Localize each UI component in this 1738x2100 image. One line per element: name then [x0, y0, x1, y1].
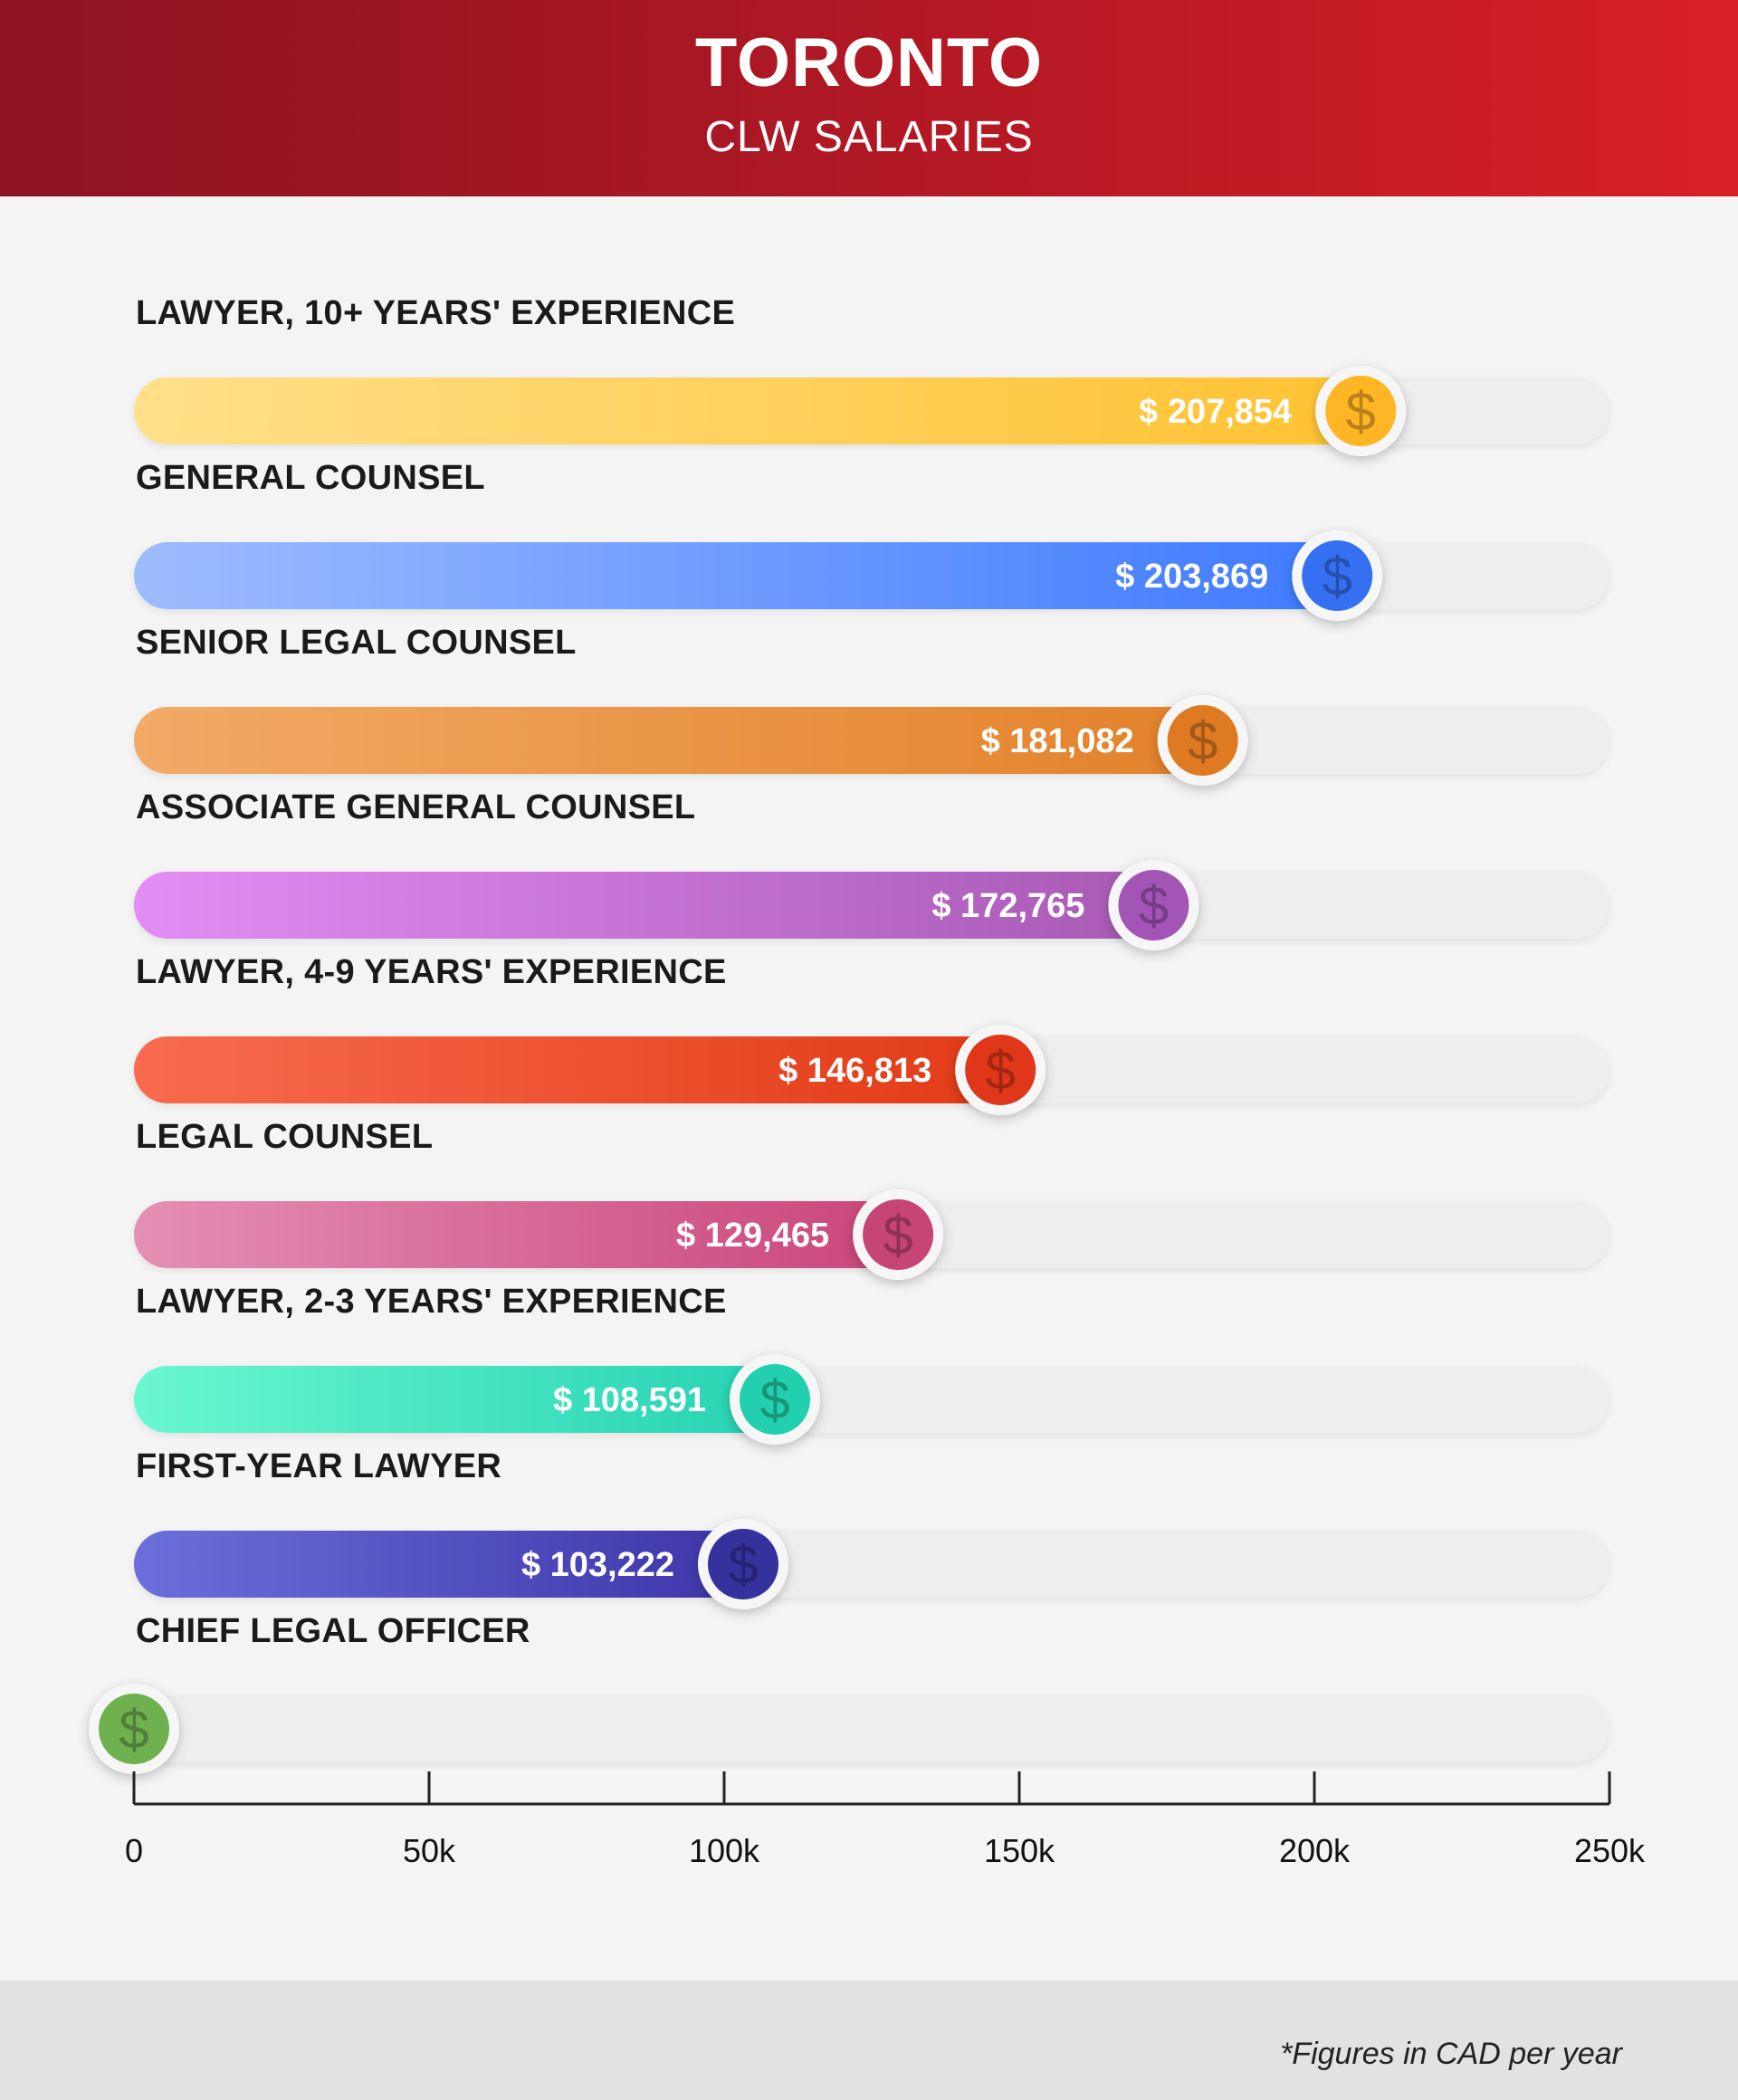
bar [134, 1036, 1001, 1103]
chart-subtitle: CLW SALARIES [704, 113, 1034, 161]
dollar-icon: $ [89, 1684, 179, 1774]
bar [134, 707, 1203, 774]
bar [134, 542, 1338, 609]
x-tick-label: 50k [403, 1832, 456, 1869]
salary-bar-chart: $ 207,854 $ $ 203,869 $ $ 181,082 $ $ 172,765 $… [0, 196, 1738, 1980]
value-label: $ 108,591 [553, 1381, 706, 1419]
dollar-icon-glyph: $ [1139, 875, 1169, 936]
value-label: $ 207,854 [1139, 393, 1292, 431]
bar [134, 1531, 744, 1598]
category-label: LAWYER, 10+ YEARS' EXPERIENCE [136, 294, 736, 332]
x-tick-label: 0 [125, 1832, 143, 1869]
dollar-icon-disc [965, 1035, 1036, 1105]
category-label: LAWYER, 4-9 YEARS' EXPERIENCE [136, 953, 727, 991]
dollar-icon-glyph: $ [728, 1534, 758, 1595]
category-label: LAWYER, 2-3 YEARS' EXPERIENCE [136, 1283, 727, 1321]
dollar-icon: $ [1108, 860, 1199, 950]
category-label: SENIOR LEGAL COUNSEL [136, 624, 577, 662]
dollar-icon-disc [99, 1694, 169, 1764]
dollar-icon-glyph: $ [1323, 546, 1352, 606]
category-label: GENERAL COUNSEL [136, 459, 485, 497]
x-tick-label: 100k [689, 1832, 760, 1869]
value-label: $ 181,082 [981, 722, 1134, 760]
category-label: ASSOCIATE GENERAL COUNSEL [136, 788, 696, 826]
footer: *Figures in CAD per year [0, 1981, 1738, 2100]
dollar-icon-glyph: $ [759, 1370, 789, 1430]
bar [134, 1201, 899, 1268]
dollar-icon: $ [1315, 366, 1407, 456]
x-tick-label: 250k [1574, 1832, 1646, 1869]
bar [134, 377, 1361, 444]
header: TORONTO CLW SALARIES [0, 0, 1738, 196]
x-tick-label: 200k [1279, 1832, 1351, 1869]
bar [134, 872, 1154, 939]
dollar-icon-glyph: $ [883, 1205, 912, 1265]
dollar-icon-disc [1118, 870, 1189, 940]
dollar-icon: $ [955, 1025, 1046, 1115]
dollar-icon: $ [698, 1519, 789, 1609]
value-label: $ 172,765 [931, 887, 1084, 925]
dollar-icon-glyph: $ [1346, 381, 1376, 442]
bar [134, 1366, 776, 1433]
category-label: FIRST-YEAR LAWYER [136, 1447, 502, 1485]
category-label: LEGAL COUNSEL [136, 1118, 434, 1156]
value-label: $ 103,222 [521, 1546, 674, 1584]
value-label: $ 146,813 [778, 1052, 931, 1090]
bar-track [134, 1695, 1609, 1762]
dollar-icon-disc [863, 1199, 934, 1270]
dollar-icon-disc [1325, 376, 1397, 446]
value-label: $ 203,869 [1115, 558, 1268, 596]
chart-canvas: $ 207,854 $ $ 203,869 $ $ 181,082 $ $ 172,765 $… [89, 366, 1646, 1869]
dollar-icon-disc [1302, 540, 1373, 611]
dollar-icon-glyph: $ [119, 1699, 148, 1760]
dollar-icon-glyph: $ [986, 1040, 1016, 1101]
dollar-icon-disc [708, 1529, 779, 1599]
dollar-icon: $ [1157, 695, 1248, 786]
value-label: $ 129,465 [676, 1217, 829, 1255]
dollar-icon: $ [853, 1189, 944, 1280]
dollar-icon-disc [740, 1364, 811, 1435]
x-tick-label: 150k [984, 1832, 1055, 1869]
footnote: *Figures in CAD per year [1280, 2037, 1622, 2071]
dollar-icon-disc [1167, 705, 1238, 776]
dollar-icon: $ [730, 1354, 821, 1445]
dollar-icon: $ [1292, 530, 1383, 621]
dollar-icon-glyph: $ [1188, 711, 1218, 771]
chart-title: TORONTO [694, 24, 1044, 101]
category-label: CHIEF LEGAL OFFICER [136, 1612, 530, 1650]
